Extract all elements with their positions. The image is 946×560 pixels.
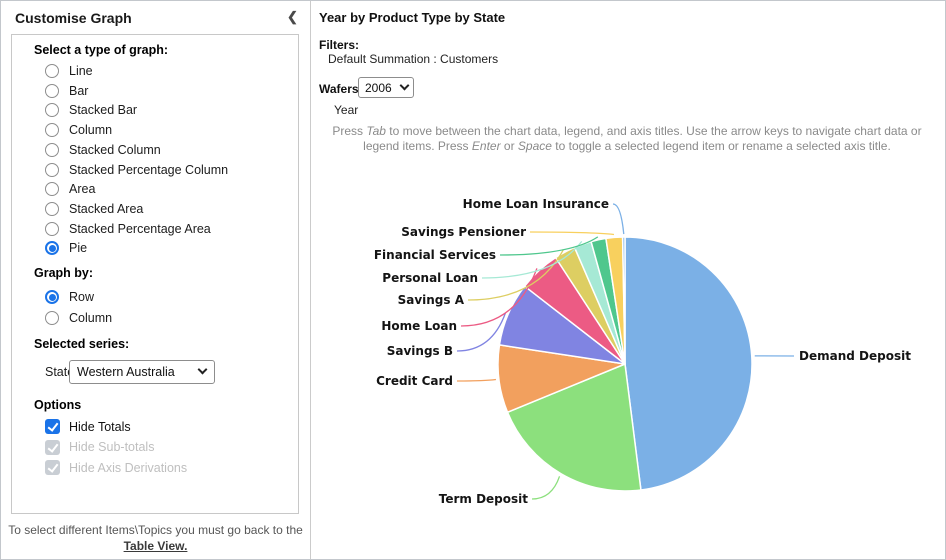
pie-slice-home-loan-insurance[interactable] bbox=[621, 236, 626, 365]
radio-icon bbox=[45, 241, 59, 256]
radio-label: Column bbox=[69, 123, 113, 138]
checkbox-hide-axis-derivations: Hide Axis Derivations bbox=[45, 460, 187, 475]
radio-option-bar[interactable]: Bar bbox=[45, 83, 89, 98]
pie-chart-svg bbox=[456, 203, 795, 500]
pie-leader-financial-services bbox=[499, 236, 599, 256]
pie-leader-personal-loan bbox=[481, 241, 583, 279]
panel-divider bbox=[310, 1, 311, 559]
pie-label-term-deposit: Term Deposit bbox=[438, 492, 528, 506]
panel-footer: To select different Items\Topics you mus… bbox=[6, 523, 305, 554]
radio-option-area[interactable]: Area bbox=[45, 182, 96, 197]
pie-leader-home-loan-insurance bbox=[612, 203, 625, 235]
state-select[interactable]: Western Australia bbox=[69, 360, 215, 384]
pie-label-savings-pensioner: Savings Pensioner bbox=[401, 225, 526, 239]
pie-label-credit-card: Credit Card bbox=[376, 374, 453, 388]
graph-settings-box: Select a type of graph: Line Bar Stacked B… bbox=[11, 34, 299, 514]
pie-label-savings-a: Savings A bbox=[397, 293, 464, 307]
pie-slice-demand-deposit[interactable] bbox=[624, 236, 753, 491]
wafer-axis-label: Year bbox=[334, 103, 359, 117]
wafers-select[interactable]: 2006 bbox=[358, 77, 414, 98]
page-title: Year by Product Type by State bbox=[319, 10, 506, 25]
radio-icon bbox=[45, 201, 59, 216]
pie-label-savings-b: Savings B bbox=[386, 344, 453, 358]
radio-option-stacked-bar[interactable]: Stacked Bar bbox=[45, 103, 138, 118]
checkbox-icon bbox=[45, 419, 60, 434]
radio-option-stacked-percentage-column[interactable]: Stacked Percentage Column bbox=[45, 162, 229, 177]
radio-icon bbox=[45, 182, 59, 197]
chart-instructions: Press Tab to move between the chart data… bbox=[332, 124, 922, 153]
customise-graph-panel: Customise Graph ❮ Select a type of graph… bbox=[1, 1, 310, 559]
radio-icon bbox=[45, 83, 59, 98]
checkbox-hide-totals[interactable]: Hide Totals bbox=[45, 419, 131, 434]
radio-option-stacked-column[interactable]: Stacked Column bbox=[45, 142, 161, 157]
pie-label-personal-loan: Personal Loan bbox=[382, 271, 478, 285]
pie-label-demand-deposit: Demand Deposit bbox=[799, 349, 911, 363]
state-select-wrap: Western Australia bbox=[69, 360, 215, 384]
radio-label: Stacked Bar bbox=[69, 103, 138, 118]
panel-title: Customise Graph bbox=[15, 10, 132, 26]
radio-option-pie[interactable]: Pie bbox=[45, 241, 88, 256]
radio-icon bbox=[45, 123, 59, 138]
pie-label-financial-services: Financial Services bbox=[373, 248, 496, 262]
pie-label-home-loan: Home Loan bbox=[381, 319, 457, 333]
filters-value: Default Summation : Customers bbox=[328, 52, 499, 66]
radio-icon bbox=[45, 221, 59, 236]
pie-leader-term-deposit bbox=[531, 476, 561, 500]
checkbox-label: Hide Sub-totals bbox=[69, 440, 155, 454]
radio-option-column[interactable]: Column bbox=[45, 310, 113, 325]
radio-label: Stacked Percentage Column bbox=[69, 162, 229, 177]
graph-by-group-label: Graph by: bbox=[34, 266, 94, 280]
radio-label: Area bbox=[69, 182, 96, 197]
radio-option-stacked-percentage-area[interactable]: Stacked Percentage Area bbox=[45, 221, 211, 236]
radio-option-row[interactable]: Row bbox=[45, 290, 94, 304]
pie-chart: Demand Deposit Term Deposit Credit Card Sav… bbox=[319, 169, 945, 559]
wafers-select-wrap: 2006 bbox=[358, 77, 414, 98]
checkbox-label: Hide Totals bbox=[69, 419, 131, 434]
collapse-panel-icon[interactable]: ❮ bbox=[287, 9, 298, 24]
checkbox-icon bbox=[45, 460, 60, 475]
radio-label: Stacked Percentage Area bbox=[69, 221, 211, 236]
radio-label: Row bbox=[69, 290, 95, 304]
radio-icon bbox=[45, 142, 59, 157]
radio-icon bbox=[45, 64, 59, 78]
filters-label: Filters: bbox=[319, 38, 360, 52]
pie-leader-credit-card bbox=[456, 378, 497, 382]
pie-label-home-loan-insurance: Home Loan Insurance bbox=[462, 197, 609, 211]
radio-icon bbox=[45, 103, 59, 118]
radio-label: Line bbox=[69, 64, 93, 78]
radio-label: Column bbox=[69, 310, 113, 325]
checkbox-label: Hide Axis Derivations bbox=[69, 460, 188, 475]
pie-leader-savings-b bbox=[456, 312, 507, 352]
footer-text: To select different Items\Topics you mus… bbox=[8, 523, 303, 537]
radio-label: Stacked Area bbox=[69, 201, 144, 216]
checkbox-hide-sub-totals: Hide Sub-totals bbox=[45, 439, 155, 455]
state-label: State bbox=[45, 365, 75, 379]
radio-icon bbox=[45, 290, 59, 304]
radio-label: Pie bbox=[69, 241, 88, 256]
radio-option-line[interactable]: Line bbox=[45, 64, 93, 78]
wafers-label: Wafers: bbox=[319, 82, 363, 96]
pie-leader-savings-pensioner bbox=[529, 231, 615, 236]
radio-icon bbox=[45, 162, 59, 177]
pie-leader-home-loan bbox=[460, 268, 538, 327]
selected-series-label: Selected series: bbox=[34, 337, 130, 351]
radio-label: Bar bbox=[69, 83, 89, 98]
graph-type-group-label: Select a type of graph: bbox=[34, 43, 169, 57]
checkbox-icon bbox=[45, 439, 60, 455]
radio-label: Stacked Column bbox=[69, 142, 161, 157]
radio-icon bbox=[45, 310, 59, 325]
radio-option-column[interactable]: Column bbox=[45, 123, 113, 138]
radio-option-stacked-area[interactable]: Stacked Area bbox=[45, 201, 144, 216]
options-group-label: Options bbox=[34, 398, 82, 412]
pie-leader-savings-a bbox=[467, 249, 565, 301]
pie-slice-term-deposit[interactable] bbox=[506, 363, 642, 492]
table-view-link[interactable]: Table View. bbox=[123, 539, 188, 553]
